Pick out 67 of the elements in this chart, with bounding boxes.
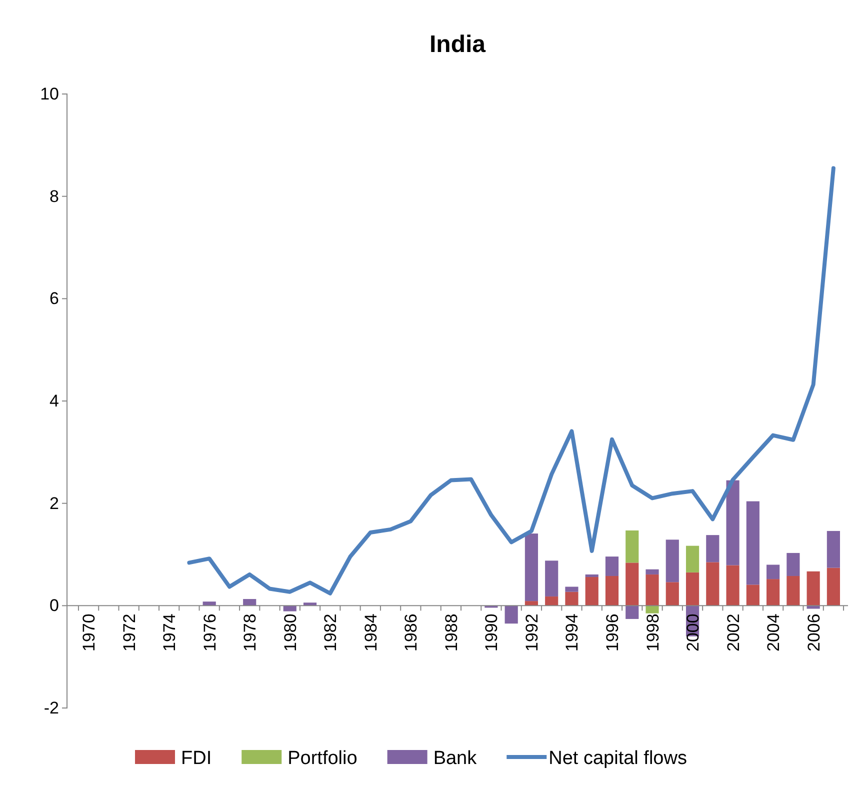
bar: [626, 530, 639, 563]
x-tick-label: 1978: [240, 614, 260, 652]
bar: [686, 572, 700, 606]
x-tick-label: 2004: [764, 614, 784, 652]
bar: [626, 562, 639, 606]
bar: [706, 535, 720, 562]
x-tick-label: 1998: [643, 614, 662, 652]
x-tick-label: 2002: [724, 614, 743, 652]
bar: [706, 562, 720, 606]
y-tick-label: 10: [40, 84, 59, 104]
x-tick-label: 1980: [280, 614, 300, 652]
x-tick-label: 1986: [402, 614, 421, 652]
y-tick-label: 6: [50, 289, 59, 308]
bar: [746, 501, 760, 585]
bar: [646, 574, 659, 606]
bar: [646, 606, 659, 614]
x-tick-label: 1972: [120, 614, 139, 652]
x-tick-label: 1982: [321, 614, 340, 652]
bar: [786, 576, 800, 606]
bar: [605, 556, 619, 576]
bar: [666, 582, 679, 606]
bar: [626, 606, 639, 619]
bar: [826, 568, 840, 606]
x-tick-label: 1974: [160, 614, 180, 652]
bar: [726, 480, 740, 566]
bar: [605, 576, 619, 606]
bar: [766, 579, 780, 606]
bar: [565, 586, 578, 592]
x-tick-label: 1970: [80, 614, 99, 652]
bar: [746, 584, 760, 606]
bar: [504, 606, 518, 624]
x-tick-label: 2006: [804, 614, 824, 652]
bar: [283, 606, 296, 612]
bar: [585, 577, 598, 606]
line-series: [187, 166, 836, 596]
x-tick-label: 1984: [361, 614, 380, 652]
y-tick-label: 0: [50, 596, 59, 616]
y-tick-label: 4: [50, 391, 59, 410]
x-tick-label: 1988: [442, 614, 461, 652]
bar: [686, 546, 700, 572]
bar: [726, 565, 740, 606]
x-tick-label: 2000: [684, 614, 703, 652]
bar: [565, 592, 578, 606]
bar: [646, 569, 659, 574]
y-tick-label: 2: [50, 494, 59, 513]
y-tick-label: 8: [50, 186, 59, 206]
bar: [524, 534, 538, 602]
legend-label: FDI: [181, 748, 212, 769]
bar: [545, 596, 558, 606]
legend-label: Bank: [433, 748, 478, 769]
bar: [666, 540, 679, 582]
bar: [786, 552, 800, 576]
bar: [766, 564, 780, 580]
bar: [243, 599, 256, 606]
bar: [585, 574, 598, 578]
bar: [806, 571, 820, 606]
x-tick-label: 1992: [522, 614, 542, 652]
x-tick-label: 1976: [200, 614, 220, 652]
chart-title: India: [429, 31, 486, 58]
y-tick-label: -2: [44, 698, 59, 718]
x-tick-label: 1990: [482, 614, 502, 652]
bar: [826, 530, 840, 568]
bar: [545, 560, 558, 596]
x-tick-label: 1996: [602, 614, 622, 652]
legend-label: Net capital flows: [548, 748, 687, 769]
x-tick-label: 1994: [562, 614, 582, 652]
legend-label: Portfolio: [288, 748, 358, 769]
